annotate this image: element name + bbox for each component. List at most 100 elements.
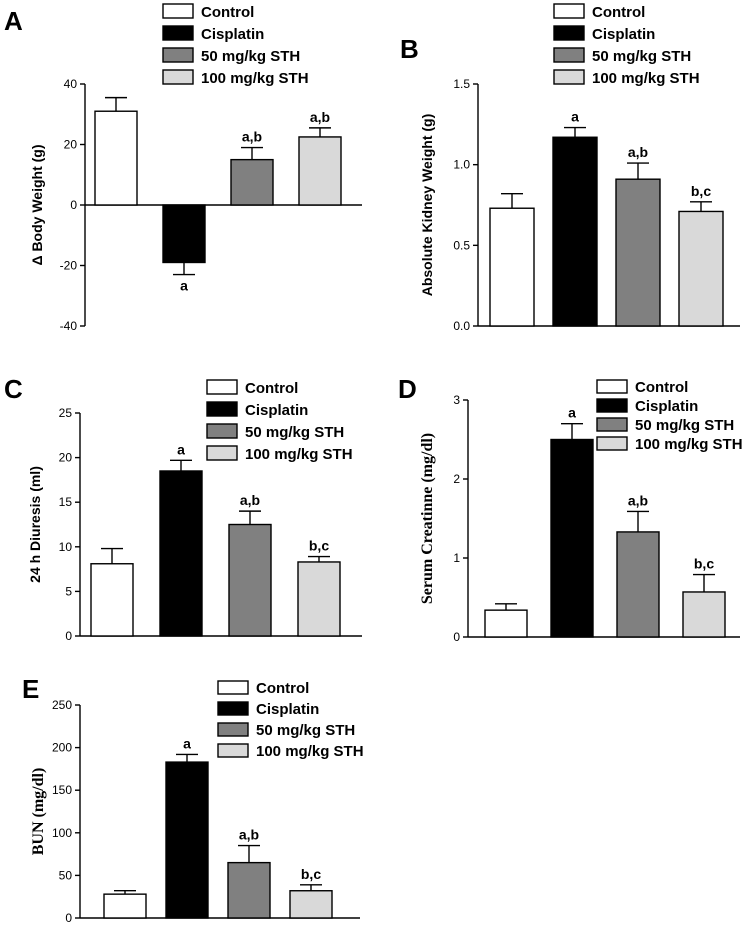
y-tick-label: 0: [453, 630, 460, 644]
legend-swatch: [553, 3, 585, 19]
legend-swatch: [596, 379, 628, 394]
significance-label: a: [571, 109, 579, 125]
y-tick-label: 0: [65, 911, 72, 925]
y-tick-label: 200: [52, 741, 72, 755]
panel-a: A Δ Body Weight (g) -40 -20 0 20 40 a a,b a,b Co…: [4, 3, 362, 333]
bar: [297, 561, 341, 637]
panel-d: D Serum Creatinne (mg/dl) 0 1 2 3 a a,b b,c Con…: [398, 374, 743, 644]
bar: [298, 136, 342, 206]
legend-label: Control: [256, 680, 309, 697]
y-tick-label: 40: [64, 77, 78, 91]
significance-label: a,b: [240, 492, 260, 508]
legend-label: 50 mg/kg STH: [256, 722, 355, 739]
y-tick-label: 0: [70, 198, 77, 212]
panel-c: C 24 h Diuresis (ml) 0 5 10 15 20 25 a a,b b,c Co…: [4, 374, 362, 643]
panel-letter-d: D: [398, 374, 417, 404]
legend-label: 100 mg/kg STH: [201, 70, 309, 87]
y-tick-label: 100: [52, 826, 72, 840]
legend-swatch: [217, 722, 249, 737]
significance-label: b,c: [694, 556, 714, 572]
legend-label: 50 mg/kg STH: [201, 48, 300, 65]
legend-swatch: [206, 445, 238, 461]
legend-label: 50 mg/kg STH: [592, 48, 691, 65]
significance-label: b,c: [309, 538, 329, 554]
significance-label: b,c: [691, 183, 711, 199]
legend-label: Control: [635, 379, 688, 396]
bar: [227, 861, 271, 919]
y-tick-label: 50: [59, 868, 73, 882]
legend-label: Cisplatin: [256, 701, 319, 718]
bar: [484, 609, 528, 638]
significance-label: a: [183, 735, 191, 751]
legend-label: Cisplatin: [635, 398, 698, 415]
legend-label: Control: [201, 4, 254, 21]
legend-swatch: [217, 680, 249, 695]
bar: [103, 893, 147, 919]
legend-swatch: [162, 3, 194, 19]
bar: [230, 158, 274, 206]
y-tick-label: 1: [453, 551, 460, 565]
panel-letter-c: C: [4, 374, 23, 404]
panel-b: B Absolute Kidney Weight (g) 0.0 0.5 1.0 1.…: [400, 3, 740, 333]
bar: [90, 563, 134, 637]
y-tick-label: 2: [453, 472, 460, 486]
legend-label: Control: [245, 380, 298, 397]
bar: [228, 523, 272, 637]
legend-swatch: [162, 25, 194, 41]
significance-label: a,b: [242, 129, 262, 145]
panel-e: E BUN (mg/dl) 0 50 100 150 200 250 a a,b b,c Cont…: [22, 674, 364, 925]
legend-swatch: [553, 69, 585, 85]
legend-swatch: [596, 436, 628, 451]
bar: [165, 761, 209, 919]
legend-label: 100 mg/kg STH: [635, 436, 743, 453]
legend-swatch: [206, 401, 238, 417]
significance-label: b,c: [301, 866, 321, 882]
y-tick-label: 0.5: [453, 238, 470, 252]
significance-label: a,b: [628, 492, 648, 508]
y-tick-label: 3: [453, 393, 460, 407]
legend-swatch: [596, 398, 628, 413]
panel-letter-a: A: [4, 6, 23, 36]
bar: [615, 178, 661, 327]
legend-label: 100 mg/kg STH: [245, 446, 353, 463]
y-tick-label: 20: [59, 451, 73, 465]
y-tick-label: 0.0: [453, 319, 470, 333]
panel-letter-b: B: [400, 34, 419, 64]
legend-label: 50 mg/kg STH: [245, 424, 344, 441]
legend-swatch: [217, 743, 249, 758]
bar: [682, 591, 726, 638]
significance-label: a: [568, 405, 576, 421]
legend-label: 50 mg/kg STH: [635, 417, 734, 434]
legend-label: Control: [592, 4, 645, 21]
bar: [616, 531, 660, 638]
legend-swatch: [162, 69, 194, 85]
significance-label: a,b: [628, 144, 648, 160]
legend-label: Cisplatin: [201, 26, 264, 43]
y-tick-label: 25: [59, 406, 73, 420]
legend-label: 100 mg/kg STH: [592, 70, 700, 87]
bar: [489, 207, 535, 327]
significance-label: a: [177, 441, 185, 457]
ylabel-b: Absolute Kidney Weight (g): [419, 114, 435, 297]
legend-swatch: [162, 47, 194, 63]
significance-label: a: [180, 278, 188, 294]
bar: [289, 890, 333, 919]
bar: [159, 470, 203, 637]
bar: [162, 204, 206, 264]
ylabel-a: Δ Body Weight (g): [29, 144, 45, 265]
ylabel-c: 24 h Diuresis (ml): [27, 466, 43, 583]
significance-label: a,b: [239, 827, 259, 843]
panel-letter-e: E: [22, 674, 39, 704]
y-tick-label: -20: [60, 259, 78, 273]
legend-swatch: [553, 47, 585, 63]
y-tick-label: 10: [59, 540, 73, 554]
legend-swatch: [217, 701, 249, 716]
legend-swatch: [206, 423, 238, 439]
legend-swatch: [596, 417, 628, 432]
y-tick-label: 5: [65, 584, 72, 598]
y-tick-label: -40: [60, 319, 78, 333]
ylabel-d: Serum Creatinne (mg/dl): [419, 433, 436, 604]
y-tick-label: 0: [65, 629, 72, 643]
bar: [550, 438, 594, 638]
